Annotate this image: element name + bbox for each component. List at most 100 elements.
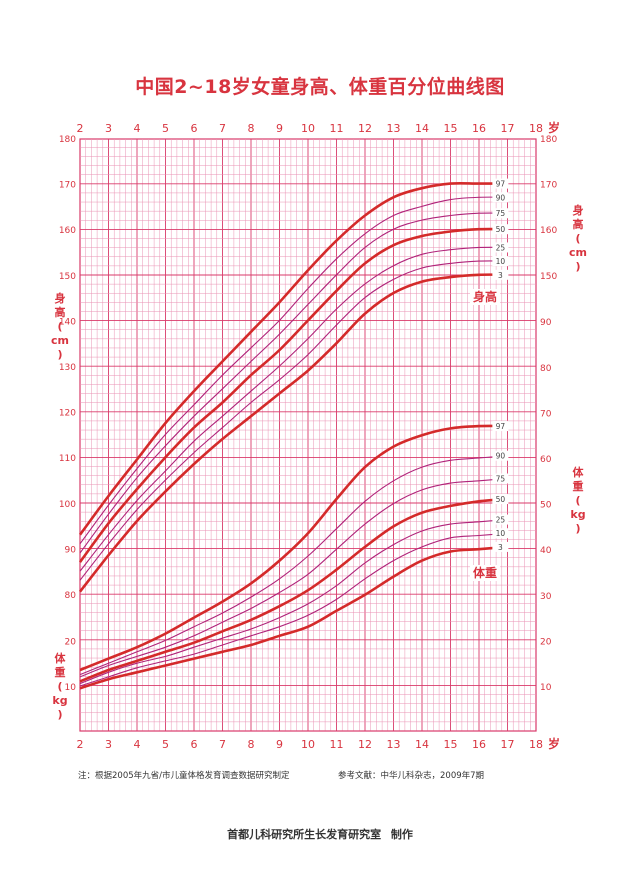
weight-label-p97: 97	[496, 422, 506, 431]
height-curve-p50	[78, 227, 508, 563]
height-label-bg-p75	[492, 208, 509, 219]
height-label-p97: 97	[496, 180, 506, 189]
height-curve-p25	[79, 246, 508, 572]
height-axis-title-left: )	[57, 348, 62, 361]
x-tick-bottom: 3	[105, 738, 112, 751]
weight-axis-title-right: (	[575, 494, 580, 507]
height-tick-right: 160	[540, 226, 557, 236]
x-tick-top: 15	[444, 122, 458, 135]
height-label-bg-p10	[492, 256, 509, 267]
weight-axis-title-right: )	[575, 522, 580, 535]
x-tick-top: 4	[134, 122, 141, 135]
height-tick-left: 100	[59, 500, 76, 510]
weight-axis-title-right: kg	[570, 508, 585, 521]
weight-axis-title-left: (	[57, 680, 62, 693]
height-label-p75: 75	[496, 209, 506, 218]
x-tick-bottom: 15	[444, 738, 458, 751]
x-tick-bottom: 5	[162, 738, 169, 751]
weight-tick-left: 20	[65, 637, 77, 647]
height-axis-title-right: 高	[573, 217, 584, 231]
x-tick-top: 8	[248, 122, 255, 135]
x-axis-unit-bottom: 岁	[548, 736, 560, 751]
credit-action: 制作	[390, 828, 413, 841]
height-label-bg-p3	[492, 269, 509, 280]
x-tick-bottom: 11	[330, 738, 344, 751]
height-curve-p10	[79, 260, 508, 581]
height-axis-title-right: cm	[569, 246, 587, 259]
weight-axis-title-right: 体	[573, 465, 585, 479]
weight-label-p3: 3	[498, 543, 503, 552]
weight-tick-right: 30	[540, 592, 552, 602]
height-tick-left: 170	[59, 181, 76, 191]
weight-label-bg-p3	[492, 541, 509, 552]
x-tick-bottom: 7	[219, 738, 226, 751]
x-tick-top: 18	[529, 122, 543, 135]
weight-axis-title-left: )	[57, 708, 62, 721]
x-tick-bottom: 4	[134, 738, 141, 751]
weight-label-bg-p90	[492, 450, 509, 461]
x-tick-top: 10	[301, 122, 315, 135]
weight-tick-right: 50	[540, 501, 552, 511]
height-tick-left: 130	[59, 363, 76, 373]
height-axis-title-right: )	[575, 260, 580, 273]
height-axis-title-left: cm	[51, 334, 69, 347]
weight-label-bg-p10	[492, 528, 509, 539]
x-tick-bottom: 14	[415, 738, 429, 751]
height-label-p50: 50	[496, 225, 506, 234]
x-tick-top: 12	[358, 122, 372, 135]
weight-label-bg-p25	[492, 514, 509, 525]
x-tick-top: 5	[162, 122, 169, 135]
x-tick-top: 17	[501, 122, 515, 135]
weight-axis-title-right: 重	[573, 479, 584, 493]
height-label-bg-p25	[492, 242, 509, 253]
weight-label-bg-p97	[492, 421, 509, 432]
x-tick-top: 2	[77, 122, 84, 135]
height-tick-left: 80	[65, 591, 77, 601]
x-tick-bottom: 6	[191, 738, 198, 751]
x-tick-bottom: 12	[358, 738, 372, 751]
curves	[78, 181, 508, 690]
height-tick-left: 140	[59, 317, 76, 327]
height-tick-right: 180	[540, 135, 557, 145]
height-axis-title-left: 身	[55, 291, 66, 305]
weight-label-p50: 50	[496, 495, 506, 504]
weight-curve-p10	[79, 532, 508, 687]
weight-axis-title-left: kg	[52, 694, 67, 707]
height-axis-title-left: (	[57, 320, 62, 333]
x-tick-bottom: 17	[501, 738, 515, 751]
weight-tick-right: 20	[540, 637, 552, 647]
x-tick-bottom: 9	[276, 738, 283, 751]
height-label-bg-p90	[492, 192, 509, 203]
weight-label-p75: 75	[496, 475, 506, 484]
height-curve-p97	[78, 181, 508, 536]
height-tick-left: 160	[59, 226, 76, 236]
credit-org: 首都儿科研究所生长发育研究室	[227, 828, 382, 841]
height-label-p90: 90	[496, 193, 506, 202]
x-tick-top: 16	[472, 122, 486, 135]
x-tick-top: 9	[276, 122, 283, 135]
weight-label-p90: 90	[496, 452, 506, 461]
x-tick-bottom: 2	[77, 738, 84, 751]
weight-label-p10: 10	[496, 529, 506, 538]
height-tick-right: 170	[540, 181, 557, 191]
height-tick-left: 120	[59, 409, 76, 419]
x-tick-bottom: 8	[248, 738, 255, 751]
height-tick-left: 150	[59, 272, 76, 282]
footnote-reference: 参考文献：中华儿科杂志，2009年7期	[338, 771, 485, 781]
x-tick-bottom: 13	[387, 738, 401, 751]
weight-curve-p97	[79, 424, 508, 672]
height-label-p3: 3	[498, 271, 503, 280]
weight-tick-right: 60	[540, 455, 552, 465]
credit-line: 首都儿科研究所生长发育研究室 制作	[0, 826, 640, 842]
weight-tick-left: 10	[65, 683, 77, 693]
height-axis-title-right: 身	[573, 203, 584, 217]
x-tick-bottom: 18	[529, 738, 543, 751]
weight-axis-title-left: 重	[55, 665, 66, 679]
x-tick-top: 6	[191, 122, 198, 135]
x-tick-bottom: 16	[472, 738, 486, 751]
height-curve-label: 身高	[473, 289, 497, 304]
height-tick-left: 180	[59, 135, 76, 145]
footnote-source: 注：根据2005年九省/市儿童体格发育调查数据研究制定	[78, 771, 290, 781]
weight-tick-right: 80	[540, 364, 552, 374]
